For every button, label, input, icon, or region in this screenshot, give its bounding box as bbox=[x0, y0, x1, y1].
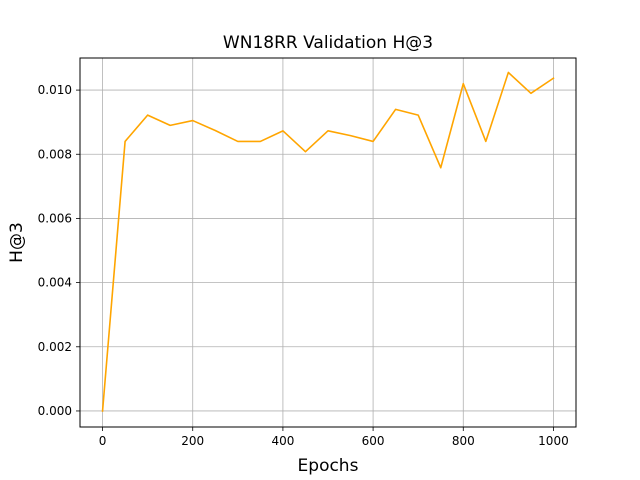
chart-title: WN18RR Validation H@3 bbox=[223, 33, 433, 53]
x-tick-label: 600 bbox=[362, 434, 385, 448]
x-tick-label: 200 bbox=[181, 434, 204, 448]
y-tick-label: 0.002 bbox=[38, 340, 72, 354]
x-tick-label: 800 bbox=[452, 434, 475, 448]
x-tick-label: 400 bbox=[271, 434, 294, 448]
y-tick-label: 0.004 bbox=[38, 276, 72, 290]
x-tick-label: 1000 bbox=[538, 434, 569, 448]
plot-frame bbox=[79, 57, 577, 428]
series-line bbox=[101, 71, 555, 412]
x-tick-label: 0 bbox=[99, 434, 107, 448]
grid bbox=[80, 58, 576, 427]
y-tick-label: 0.010 bbox=[38, 83, 72, 97]
series-layer bbox=[101, 71, 555, 412]
ticks: 0 200 400 600 800 1000 0.000 0.002 0.004 0.006 0.0… bbox=[38, 83, 569, 448]
y-tick-label: 0.008 bbox=[38, 147, 72, 161]
y-tick-label: 0.000 bbox=[38, 404, 72, 418]
y-tick-label: 0.006 bbox=[38, 211, 72, 225]
x-axis-label: Epochs bbox=[298, 456, 359, 476]
y-axis-label: H@3 bbox=[7, 222, 27, 263]
